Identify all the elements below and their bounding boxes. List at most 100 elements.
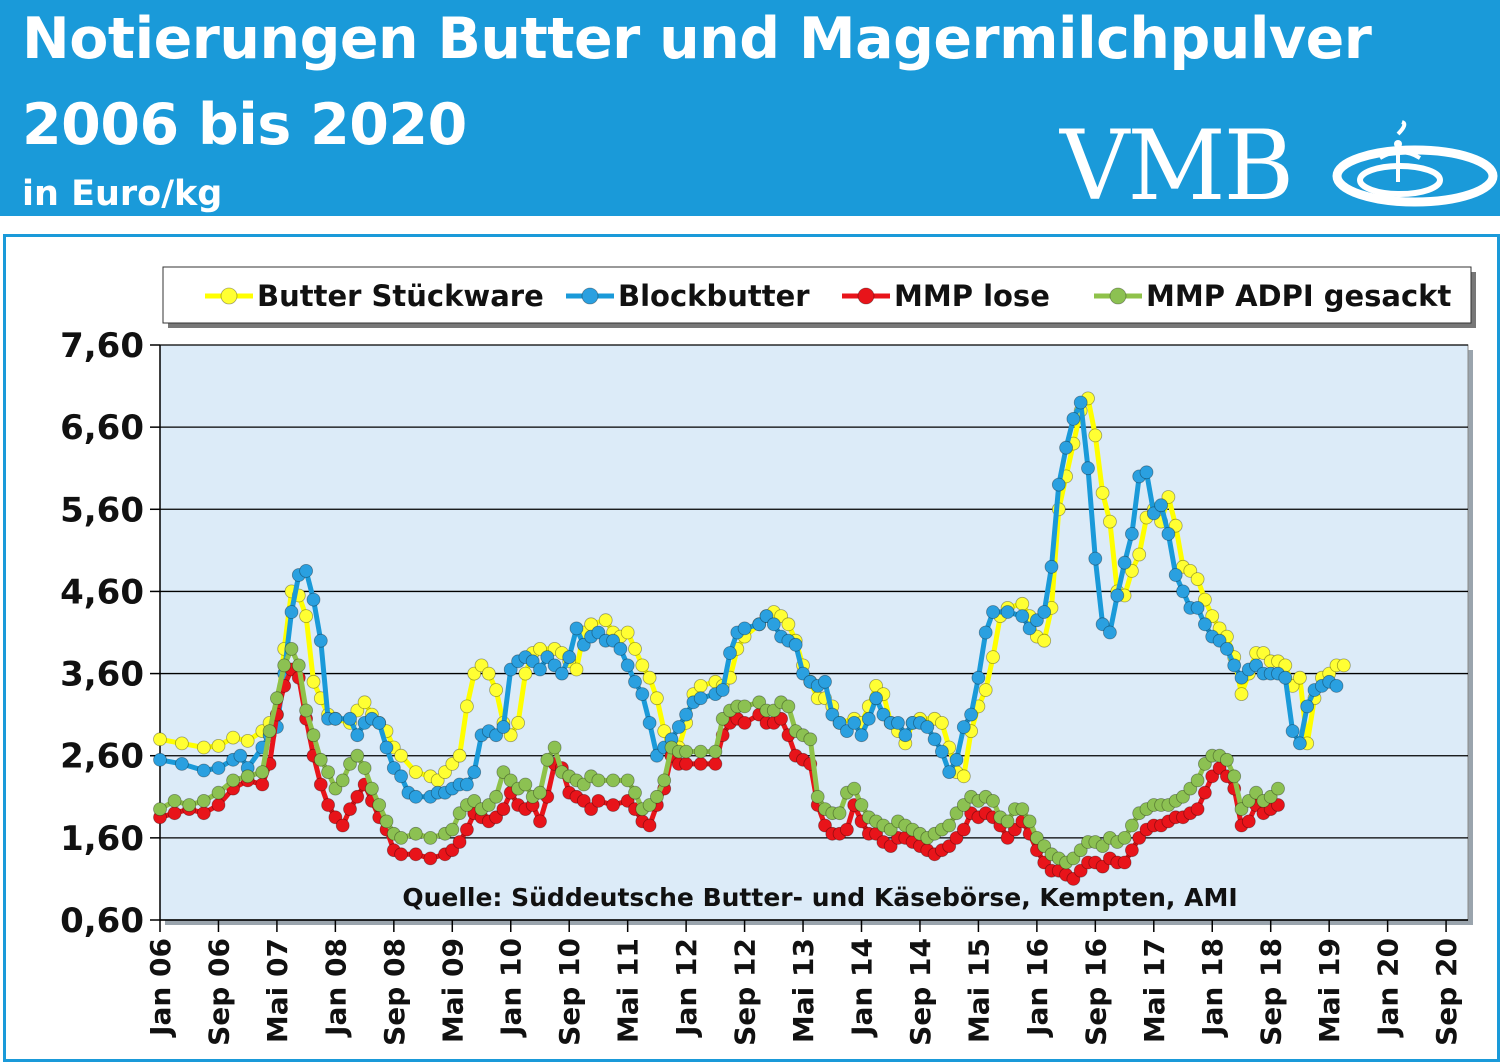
data-point (920, 720, 935, 734)
data-point (964, 707, 978, 722)
data-point (679, 707, 693, 722)
data-point (1205, 769, 1220, 784)
data-point (708, 757, 723, 771)
x-tick-label: Jan 20 (1372, 938, 1405, 1038)
data-point (1293, 736, 1307, 751)
data-point (394, 847, 409, 862)
data-point (547, 740, 562, 755)
x-tick-label: Sep 14 (904, 938, 937, 1046)
data-point (679, 744, 693, 759)
data-point (153, 752, 167, 767)
data-point (211, 798, 226, 812)
data-point (847, 781, 862, 796)
data-point (1103, 514, 1117, 529)
data-point (167, 806, 182, 821)
data-point (737, 716, 752, 730)
data-point (891, 716, 905, 730)
data-point (642, 818, 657, 833)
y-tick-label: 3,60 (60, 655, 144, 695)
data-point (321, 798, 336, 812)
data-point (423, 831, 438, 845)
y-tick-label: 4,60 (60, 572, 144, 612)
series-blockbutter (153, 395, 1344, 804)
data-point (986, 650, 1000, 664)
vmb-logo-text: VMB (1060, 110, 1294, 222)
data-point (1073, 395, 1088, 410)
data-point (650, 691, 664, 706)
x-tick-label: Sep 12 (729, 938, 762, 1046)
data-point (255, 765, 270, 779)
data-point (496, 720, 511, 734)
x-tick-label: Jan 18 (1196, 938, 1229, 1038)
data-point (1088, 428, 1103, 443)
data-point (533, 785, 547, 800)
data-point (182, 798, 197, 812)
data-point (240, 734, 255, 748)
data-point (1000, 605, 1015, 619)
legend-label: Butter Stückware (257, 279, 544, 313)
data-point (291, 658, 306, 673)
legend-item: Blockbutter (566, 279, 810, 313)
data-point (1110, 588, 1125, 603)
data-point (350, 748, 365, 763)
data-point (540, 752, 555, 767)
data-point (196, 763, 211, 778)
data-point (1088, 551, 1103, 566)
data-point (1190, 572, 1205, 586)
data-point (1329, 679, 1344, 693)
x-tick-label: Jan 12 (670, 938, 703, 1038)
data-point (452, 748, 467, 763)
x-tick-label: Sep 08 (378, 938, 411, 1046)
data-point (591, 773, 606, 788)
x-tick-label: Sep 06 (202, 938, 235, 1046)
data-point (1037, 605, 1052, 619)
data-point (657, 773, 672, 788)
data-point (1198, 617, 1212, 632)
data-point (956, 720, 971, 734)
data-point (935, 716, 949, 730)
data-point (394, 748, 409, 763)
data-point (1015, 596, 1030, 611)
data-point (321, 765, 336, 779)
data-point (650, 789, 664, 804)
data-point (299, 703, 314, 718)
legend-swatch-marker (1109, 287, 1127, 305)
data-point (372, 798, 387, 812)
data-point (628, 642, 642, 656)
source-annotation: Quelle: Süddeutsche Butter- und Käsebörs… (402, 883, 1237, 912)
data-point (394, 769, 409, 784)
data-point (693, 691, 708, 706)
data-point (693, 757, 708, 771)
data-point (569, 621, 584, 636)
x-tick-label: Jan 10 (495, 938, 528, 1038)
header-banner: Notierungen Butter und Magermilchpulver … (0, 0, 1500, 216)
data-point (328, 711, 343, 726)
data-point (153, 732, 167, 747)
data-point (1278, 670, 1293, 685)
data-point (1300, 699, 1315, 714)
data-point (452, 835, 467, 849)
data-point (956, 822, 971, 837)
data-point (788, 637, 803, 652)
data-point (408, 765, 423, 779)
data-point (1139, 465, 1154, 480)
data-point (1241, 814, 1256, 829)
data-point (394, 831, 409, 845)
data-point (562, 650, 577, 664)
data-point (723, 646, 737, 660)
data-point (408, 847, 423, 862)
data-point (1198, 785, 1212, 800)
data-point (496, 802, 511, 816)
legend-label: MMP ADPI gesackt (1146, 279, 1451, 313)
data-point (269, 691, 284, 706)
legend: Butter Stückware Blockbutter MMP lose MMP A… (162, 266, 1476, 328)
data-point (1190, 773, 1205, 788)
data-point (335, 818, 350, 833)
data-point (956, 769, 971, 784)
data-point (737, 699, 752, 714)
data-point (1190, 601, 1205, 615)
data-point (284, 605, 299, 619)
data-point (533, 662, 547, 677)
data-point (1336, 658, 1351, 673)
